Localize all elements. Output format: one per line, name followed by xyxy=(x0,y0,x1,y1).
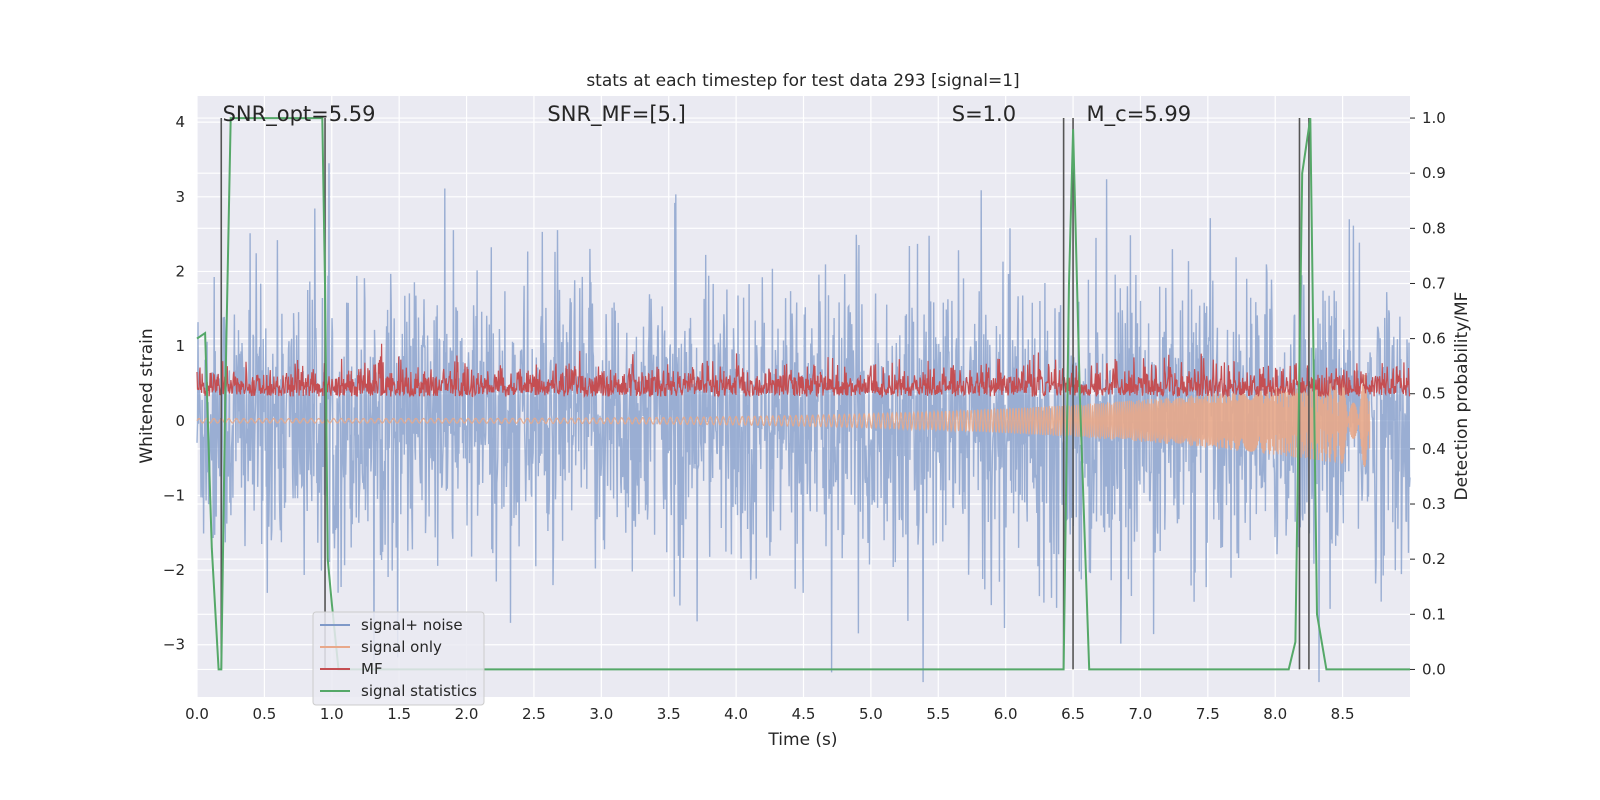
series-signal-only xyxy=(196,374,1371,468)
y-axis-label-right: Detection probability/MF xyxy=(1452,292,1472,501)
legend-box xyxy=(312,611,485,706)
y-tick-label-left: 1 xyxy=(175,337,185,355)
x-tick-label: 5.0 xyxy=(859,705,883,723)
y-tick-label-right: 0.2 xyxy=(1422,550,1446,568)
y-tick-label-right: 0.7 xyxy=(1422,274,1446,292)
annotation-snr-opt: SNR_opt=5.59 xyxy=(223,102,376,127)
ticks: 0.0 0.5 1.0 1.5 2.0 2.5 3.0 3.5 4.0 4.5 5.0 5.5 6.0 6… xyxy=(163,109,1446,723)
y-tick-label-left: −1 xyxy=(163,486,185,504)
annotation-snr-mf: SNR_MF=[5.] xyxy=(547,102,685,127)
y-tick-label-left: 2 xyxy=(175,262,185,280)
annotation-s: S=1.0 xyxy=(952,102,1016,126)
x-tick-label: 3.5 xyxy=(657,705,681,723)
y-tick-label-left: −3 xyxy=(163,636,185,654)
legend-label-mf: MF xyxy=(361,660,383,678)
legend-label-signal-only: signal only xyxy=(361,638,442,656)
x-tick-label: 0.5 xyxy=(252,705,276,723)
y-tick-label-left: 0 xyxy=(175,412,185,430)
annotation-mc: M_c=5.99 xyxy=(1087,102,1192,127)
y-tick-label-right: 0.8 xyxy=(1422,219,1446,237)
chart-title: stats at each timestep for test data 293… xyxy=(586,71,1019,91)
x-tick-label: 8.5 xyxy=(1331,705,1355,723)
x-axis-label: Time (s) xyxy=(767,730,837,750)
y-tick-label-right: 0.9 xyxy=(1422,164,1446,182)
x-tick-label: 2.5 xyxy=(522,705,546,723)
x-tick-label: 1.5 xyxy=(387,705,411,723)
y-tick-label-left: −2 xyxy=(163,561,185,579)
x-tick-label: 6.5 xyxy=(1061,705,1085,723)
x-tick-label: 4.0 xyxy=(724,705,748,723)
legend-label-signal-statistics: signal statistics xyxy=(361,682,477,700)
x-tick-label: 1.0 xyxy=(320,705,344,723)
x-tick-label: 7.0 xyxy=(1129,705,1153,723)
y-tick-label-right: 1.0 xyxy=(1422,109,1446,127)
legend-label-signal-noise: signal+ noise xyxy=(361,616,463,634)
y-axis-label-left: Whitened strain xyxy=(137,328,157,463)
x-tick-label: 8.0 xyxy=(1263,705,1287,723)
legend: signal+ noise signal only MF signal stat… xyxy=(312,611,485,706)
x-tick-label: 3.0 xyxy=(589,705,613,723)
series-mf xyxy=(196,343,1411,399)
x-tick-label: 6.0 xyxy=(994,705,1018,723)
x-tick-label: 0.0 xyxy=(185,705,209,723)
series-signal-statistics xyxy=(196,117,1410,671)
x-tick-label: 2.0 xyxy=(455,705,479,723)
y-tick-label-right: 0.0 xyxy=(1422,660,1446,678)
y-tick-label-left: 3 xyxy=(175,188,185,206)
x-tick-label: 5.5 xyxy=(926,705,950,723)
y-tick-label-right: 0.1 xyxy=(1422,605,1446,623)
y-tick-label-left: 4 xyxy=(175,113,185,131)
plot-content xyxy=(196,117,1411,683)
y-tick-label-right: 0.4 xyxy=(1422,440,1446,458)
y-tick-label-right: 0.6 xyxy=(1422,330,1446,348)
x-tick-label: 7.5 xyxy=(1196,705,1220,723)
y-tick-label-right: 0.5 xyxy=(1422,385,1446,403)
y-tick-label-right: 0.3 xyxy=(1422,495,1446,513)
x-tick-label: 4.5 xyxy=(792,705,816,723)
